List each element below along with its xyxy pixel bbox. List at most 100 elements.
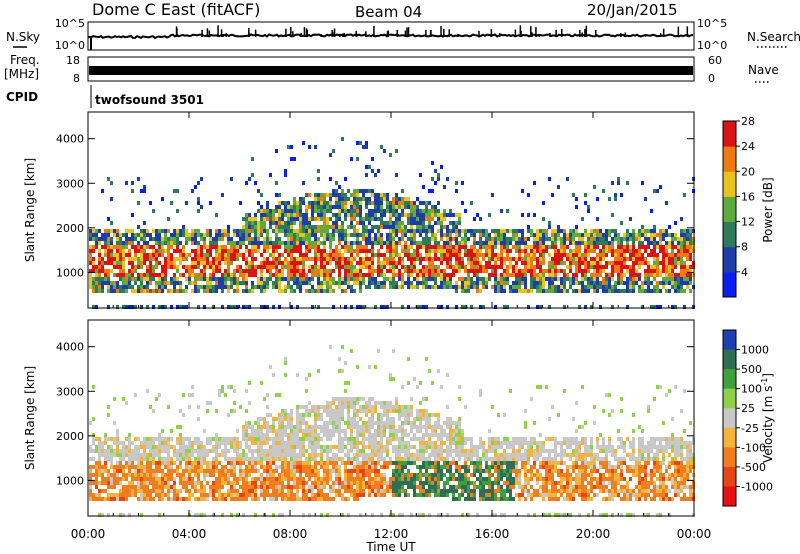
heatmap-cell bbox=[422, 273, 425, 277]
heatmap-cell bbox=[158, 489, 161, 493]
heatmap-cell bbox=[266, 277, 269, 281]
heatmap-cell bbox=[455, 221, 458, 225]
heatmap-cell bbox=[335, 217, 338, 221]
heatmap-cell bbox=[101, 233, 104, 237]
heatmap-cell bbox=[281, 465, 284, 469]
heatmap-cell bbox=[122, 485, 125, 489]
heatmap-cell bbox=[263, 265, 266, 269]
heatmap-cell bbox=[101, 289, 104, 293]
heatmap-cell bbox=[377, 237, 380, 241]
heatmap-cell bbox=[95, 481, 98, 485]
heatmap-cell bbox=[590, 233, 593, 237]
heatmap-cell bbox=[173, 257, 176, 261]
heatmap-cell bbox=[269, 425, 272, 429]
heatmap-cell bbox=[323, 225, 326, 229]
heatmap-cell bbox=[104, 477, 107, 481]
heatmap-cell bbox=[155, 445, 158, 449]
heatmap-cell bbox=[617, 253, 620, 257]
heatmap-cell bbox=[170, 485, 173, 489]
heatmap-cell bbox=[104, 277, 107, 281]
heatmap-cell bbox=[203, 277, 206, 281]
heatmap-cell bbox=[260, 485, 263, 489]
heatmap-cell bbox=[212, 305, 215, 309]
heatmap-cell bbox=[401, 257, 404, 261]
heatmap-cell bbox=[377, 417, 380, 421]
heatmap-cell bbox=[302, 141, 305, 145]
heatmap-cell bbox=[320, 209, 323, 213]
heatmap-cell bbox=[89, 465, 92, 469]
heatmap-cell bbox=[89, 477, 92, 481]
heatmap-cell bbox=[392, 221, 395, 225]
heatmap-cell bbox=[305, 253, 308, 257]
heatmap-cell bbox=[653, 257, 656, 261]
heatmap-cell bbox=[680, 249, 683, 253]
heatmap-cell bbox=[446, 253, 449, 257]
heatmap-cell bbox=[356, 233, 359, 237]
heatmap-cell bbox=[281, 201, 284, 205]
heatmap-cell bbox=[452, 237, 455, 241]
heatmap-cell bbox=[221, 389, 224, 393]
heatmap-cell bbox=[389, 225, 392, 229]
heatmap-cell bbox=[470, 249, 473, 253]
heatmap-cell bbox=[566, 277, 569, 281]
heatmap-cell bbox=[371, 421, 374, 425]
heatmap-cell bbox=[410, 273, 413, 277]
heatmap-cell bbox=[632, 229, 635, 233]
heatmap-cell bbox=[227, 413, 230, 417]
heatmap-cell bbox=[101, 261, 104, 265]
heatmap-cell bbox=[383, 241, 386, 245]
heatmap-cell bbox=[281, 253, 284, 257]
heatmap-cell bbox=[206, 481, 209, 485]
heatmap-cell bbox=[398, 261, 401, 265]
heatmap-cell bbox=[455, 289, 458, 293]
heatmap-cell bbox=[221, 493, 224, 497]
heatmap-cell bbox=[182, 445, 185, 449]
heatmap-cell bbox=[257, 449, 260, 453]
heatmap-cell bbox=[350, 397, 353, 401]
heatmap-cell bbox=[335, 465, 338, 469]
heatmap-cell bbox=[179, 457, 182, 461]
heatmap-cell bbox=[122, 249, 125, 253]
heatmap-cell bbox=[377, 449, 380, 453]
heatmap-cell bbox=[173, 445, 176, 449]
heatmap-cell bbox=[164, 485, 167, 489]
heatmap-cell bbox=[608, 289, 611, 293]
heatmap-cell bbox=[569, 253, 572, 257]
heatmap-cell bbox=[101, 269, 104, 273]
heatmap-cell bbox=[137, 485, 140, 489]
heatmap-cell bbox=[260, 277, 263, 281]
heatmap-cell bbox=[149, 405, 152, 409]
heatmap-cell bbox=[626, 257, 629, 261]
heatmap-cell bbox=[374, 285, 377, 289]
heatmap-cell bbox=[155, 253, 158, 257]
heatmap-cell bbox=[290, 457, 293, 461]
heatmap-cell bbox=[596, 237, 599, 241]
heatmap-cell bbox=[296, 233, 299, 237]
heatmap-cell bbox=[119, 257, 122, 261]
heatmap-cell bbox=[323, 273, 326, 277]
heatmap-cell bbox=[251, 465, 254, 469]
heatmap-cell bbox=[338, 277, 341, 281]
heatmap-cell bbox=[365, 165, 368, 169]
heatmap-cell bbox=[341, 445, 344, 449]
heatmap-cell bbox=[629, 237, 632, 241]
heatmap-cell bbox=[314, 433, 317, 437]
heatmap-cell bbox=[200, 457, 203, 461]
heatmap-cell bbox=[359, 249, 362, 253]
heatmap-cell bbox=[578, 237, 581, 241]
heatmap-cell bbox=[92, 457, 95, 461]
heatmap-cell bbox=[479, 253, 482, 257]
heatmap-cell bbox=[668, 253, 671, 257]
heatmap-cell bbox=[470, 269, 473, 273]
heatmap-cell bbox=[254, 241, 257, 245]
heatmap-cell bbox=[224, 393, 227, 397]
heatmap-cell bbox=[278, 277, 281, 281]
heatmap-cell bbox=[143, 445, 146, 449]
heatmap-cell bbox=[368, 397, 371, 401]
heatmap-cell bbox=[344, 209, 347, 213]
heatmap-cell bbox=[266, 217, 269, 221]
heatmap-cell bbox=[632, 265, 635, 269]
heatmap-cell bbox=[404, 201, 407, 205]
heatmap-cell bbox=[200, 277, 203, 281]
heatmap-cell bbox=[113, 397, 116, 401]
